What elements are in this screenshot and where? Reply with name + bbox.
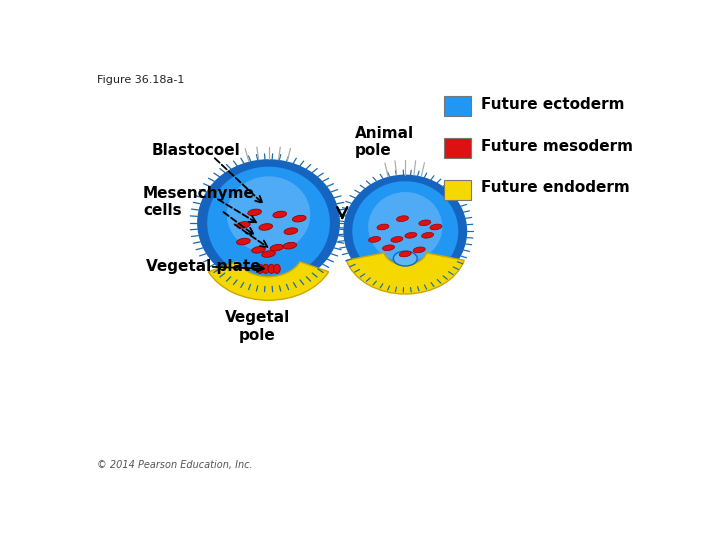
Text: © 2014 Pearson Education, Inc.: © 2014 Pearson Education, Inc. xyxy=(96,460,252,470)
Text: Vegetal
pole: Vegetal pole xyxy=(225,310,290,342)
Text: Vegetal plate: Vegetal plate xyxy=(145,259,261,274)
Ellipse shape xyxy=(430,224,442,230)
Ellipse shape xyxy=(393,251,417,266)
Ellipse shape xyxy=(262,264,269,273)
Ellipse shape xyxy=(352,181,458,281)
Ellipse shape xyxy=(284,228,297,234)
Ellipse shape xyxy=(270,245,284,251)
Ellipse shape xyxy=(274,264,280,273)
FancyBboxPatch shape xyxy=(444,138,471,158)
Ellipse shape xyxy=(257,264,264,273)
FancyBboxPatch shape xyxy=(444,97,471,116)
Ellipse shape xyxy=(283,242,297,249)
Ellipse shape xyxy=(292,215,306,222)
Ellipse shape xyxy=(419,220,431,226)
Ellipse shape xyxy=(343,174,467,288)
Ellipse shape xyxy=(252,247,266,253)
Ellipse shape xyxy=(197,159,340,286)
Text: Blastocoel: Blastocoel xyxy=(151,143,240,158)
Text: Mesenchyme
cells: Mesenchyme cells xyxy=(143,186,255,218)
Ellipse shape xyxy=(382,245,395,251)
Ellipse shape xyxy=(400,251,411,257)
Text: Future endoderm: Future endoderm xyxy=(481,180,630,195)
Ellipse shape xyxy=(368,192,442,262)
Wedge shape xyxy=(346,253,464,294)
Ellipse shape xyxy=(405,232,417,238)
Text: Future ectoderm: Future ectoderm xyxy=(481,97,625,112)
Ellipse shape xyxy=(262,251,275,257)
Ellipse shape xyxy=(413,247,426,253)
Text: Animal
pole: Animal pole xyxy=(355,125,414,158)
Ellipse shape xyxy=(397,216,408,221)
Ellipse shape xyxy=(259,224,273,230)
FancyBboxPatch shape xyxy=(444,180,471,199)
Ellipse shape xyxy=(268,264,275,273)
Ellipse shape xyxy=(377,224,389,230)
Ellipse shape xyxy=(273,211,287,218)
Ellipse shape xyxy=(237,238,251,245)
Ellipse shape xyxy=(248,209,261,215)
Wedge shape xyxy=(209,262,328,300)
Ellipse shape xyxy=(422,232,433,238)
Text: Figure 36.18a-1: Figure 36.18a-1 xyxy=(96,75,184,85)
Ellipse shape xyxy=(227,177,310,253)
Ellipse shape xyxy=(369,237,381,242)
Text: Future mesoderm: Future mesoderm xyxy=(481,139,633,154)
Ellipse shape xyxy=(391,237,403,242)
Ellipse shape xyxy=(207,167,330,279)
Ellipse shape xyxy=(237,221,251,228)
